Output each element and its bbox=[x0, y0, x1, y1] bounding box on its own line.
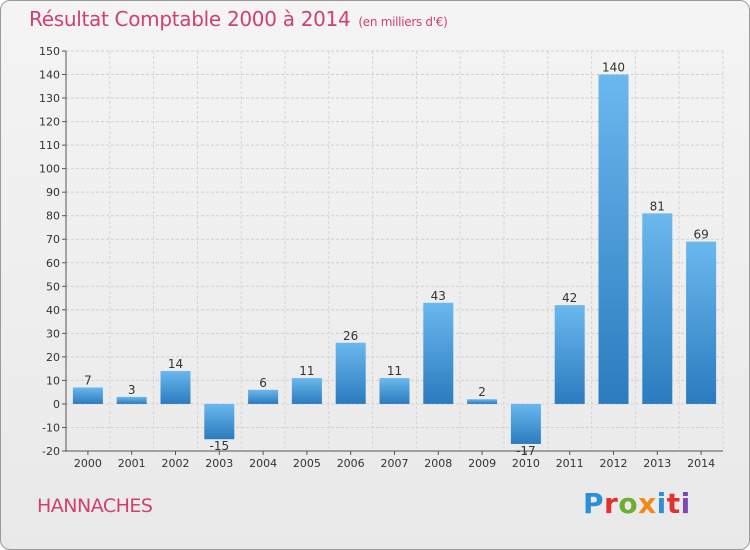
value-label: 14 bbox=[168, 357, 183, 371]
x-tick-label: 2003 bbox=[205, 457, 233, 470]
x-tick-label: 2002 bbox=[162, 457, 190, 470]
value-label: 69 bbox=[693, 228, 708, 242]
x-tick-label: 2000 bbox=[74, 457, 102, 470]
x-tick-label: 2009 bbox=[468, 457, 496, 470]
brand-letter: o bbox=[618, 487, 639, 520]
bar-2006 bbox=[335, 342, 366, 404]
y-tick-label: 0 bbox=[53, 398, 60, 411]
y-tick-label: 20 bbox=[46, 351, 60, 364]
bar-2007 bbox=[379, 378, 410, 404]
bar-2009 bbox=[467, 399, 498, 404]
y-tick-label: 150 bbox=[39, 45, 60, 58]
x-tick-label: 2013 bbox=[643, 457, 671, 470]
x-tick-label: 2006 bbox=[337, 457, 365, 470]
x-tick-label: 2007 bbox=[381, 457, 409, 470]
bar-2014 bbox=[686, 241, 717, 404]
brand-letter: r bbox=[604, 487, 619, 520]
proxiti-logo: Proxiti bbox=[583, 487, 691, 520]
x-tick-label: 2008 bbox=[424, 457, 452, 470]
value-label: 26 bbox=[343, 329, 358, 343]
chart-subtitle: (en milliers d'€) bbox=[358, 15, 448, 29]
y-tick-label: -20 bbox=[42, 445, 60, 458]
chart-title: Résultat Comptable 2000 à 2014 (en millie… bbox=[29, 7, 448, 31]
bar-2010 bbox=[510, 403, 541, 444]
y-tick-label: 30 bbox=[46, 327, 60, 340]
bar-2004 bbox=[248, 389, 279, 404]
y-tick-label: 70 bbox=[46, 233, 60, 246]
bar-2011 bbox=[554, 305, 585, 404]
y-tick-label: 140 bbox=[39, 69, 60, 82]
y-tick-label: 80 bbox=[46, 210, 60, 223]
y-tick-label: -10 bbox=[42, 421, 60, 434]
y-tick-label: 10 bbox=[46, 374, 60, 387]
value-label: 11 bbox=[299, 364, 314, 378]
x-tick-label: 2010 bbox=[512, 457, 540, 470]
brand-letter: i bbox=[656, 487, 667, 520]
bar-2005 bbox=[291, 378, 322, 404]
value-label: 11 bbox=[387, 364, 402, 378]
brand-letter: t bbox=[666, 487, 681, 520]
x-tick-label: 2004 bbox=[249, 457, 277, 470]
y-tick-label: 130 bbox=[39, 92, 60, 105]
commune-name: HANNACHES bbox=[37, 495, 153, 517]
y-tick-label: 50 bbox=[46, 280, 60, 293]
value-label: 43 bbox=[431, 289, 446, 303]
x-tick-label: 2001 bbox=[118, 457, 146, 470]
x-tick-label: 2014 bbox=[687, 457, 715, 470]
bar-2003 bbox=[204, 403, 235, 440]
bar-2002 bbox=[160, 371, 191, 404]
brand-letter: x bbox=[638, 487, 657, 520]
y-tick-label: 110 bbox=[39, 139, 60, 152]
y-tick-label: 120 bbox=[39, 116, 60, 129]
x-tick-label: 2011 bbox=[556, 457, 584, 470]
value-label: 6 bbox=[259, 376, 267, 390]
bar-2013 bbox=[642, 213, 673, 404]
value-label: -15 bbox=[209, 439, 229, 453]
value-label: 3 bbox=[128, 383, 136, 397]
bar-2000 bbox=[72, 387, 103, 404]
value-label: 7 bbox=[84, 373, 92, 387]
bar-2001 bbox=[116, 396, 147, 404]
value-label: 2 bbox=[478, 385, 486, 399]
bar-2012 bbox=[598, 74, 629, 404]
y-tick-label: 40 bbox=[46, 304, 60, 317]
y-tick-label: 100 bbox=[39, 163, 60, 176]
brand-letter: P bbox=[583, 487, 605, 520]
y-tick-label: 60 bbox=[46, 257, 60, 270]
x-tick-label: 2005 bbox=[293, 457, 321, 470]
value-label: -17 bbox=[516, 444, 536, 458]
brand-letter: i bbox=[680, 487, 691, 520]
value-label: 140 bbox=[602, 61, 625, 75]
y-tick-label: 90 bbox=[46, 186, 60, 199]
value-label: 81 bbox=[650, 199, 665, 213]
value-label: 42 bbox=[562, 291, 577, 305]
bar-2008 bbox=[423, 302, 454, 404]
x-tick-label: 2012 bbox=[600, 457, 628, 470]
